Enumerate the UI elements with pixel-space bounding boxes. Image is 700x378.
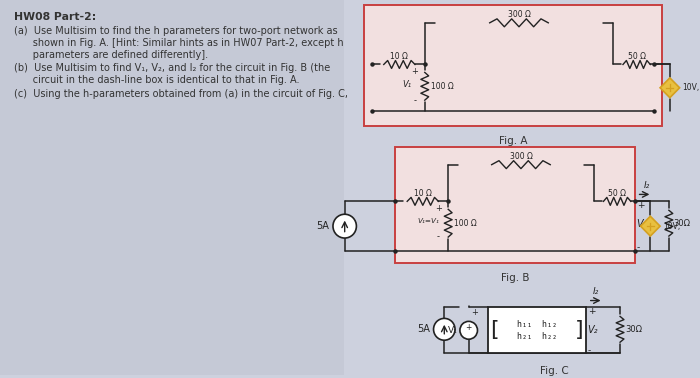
Text: 300 Ω: 300 Ω xyxy=(508,10,531,19)
Text: 5A: 5A xyxy=(316,221,329,231)
Text: 300 Ω: 300 Ω xyxy=(510,152,533,161)
Bar xyxy=(364,5,662,126)
Polygon shape xyxy=(640,216,660,236)
Text: V₁=V₁: V₁=V₁ xyxy=(418,218,440,224)
Text: I₂: I₂ xyxy=(643,181,650,190)
Text: +: + xyxy=(435,204,442,213)
Text: -: - xyxy=(437,232,440,242)
Text: +: + xyxy=(588,307,595,316)
Circle shape xyxy=(460,321,477,339)
Text: 5A: 5A xyxy=(416,324,430,334)
Text: 10V,: 10V, xyxy=(663,222,680,231)
Text: h₁₁  h₁₂: h₁₁ h₁₂ xyxy=(517,320,557,329)
Text: parameters are defined differently].: parameters are defined differently]. xyxy=(14,50,208,60)
Text: (b)  Use Multisim to find V₁, V₂, and I₂ for the circuit in Fig. B (the: (b) Use Multisim to find V₁, V₂, and I₂ … xyxy=(14,64,330,73)
Text: 50 Ω: 50 Ω xyxy=(628,52,645,61)
Text: 10 Ω: 10 Ω xyxy=(391,52,408,61)
Text: 100 Ω: 100 Ω xyxy=(430,82,454,91)
Polygon shape xyxy=(660,78,680,98)
Text: -: - xyxy=(588,345,591,355)
Text: (c)  Using the h-parameters obtained from (a) in the circuit of Fig. C,: (c) Using the h-parameters obtained from… xyxy=(14,89,348,99)
Text: Fig. B: Fig. B xyxy=(500,273,529,283)
Text: 10V,: 10V, xyxy=(682,83,700,92)
Text: V₁: V₁ xyxy=(402,80,412,89)
Text: -: - xyxy=(414,96,416,105)
Text: shown in Fig. A. [Hint: Similar hints as in HW07 Part-2, except h: shown in Fig. A. [Hint: Similar hints as… xyxy=(14,38,343,48)
Text: -: - xyxy=(637,243,640,253)
Text: 50 Ω: 50 Ω xyxy=(608,189,626,198)
Text: (a)  Use Multisim to find the h parameters for two-port network as: (a) Use Multisim to find the h parameter… xyxy=(14,26,337,36)
Bar xyxy=(0,0,344,375)
Text: +: + xyxy=(637,201,644,210)
Text: HW08 Part-2:: HW08 Part-2: xyxy=(14,12,96,22)
Text: Fig. A: Fig. A xyxy=(499,136,527,146)
Text: 100 Ω: 100 Ω xyxy=(454,218,477,228)
Text: I₂: I₂ xyxy=(592,287,598,296)
Text: +: + xyxy=(472,308,479,317)
Text: +: + xyxy=(412,67,419,76)
Text: h₂₁  h₂₂: h₂₁ h₂₂ xyxy=(517,332,557,341)
Circle shape xyxy=(333,214,356,238)
Bar xyxy=(488,307,586,353)
Text: ]: ] xyxy=(575,320,584,340)
Text: V₂: V₂ xyxy=(587,325,597,335)
Text: 10 Ω: 10 Ω xyxy=(414,189,432,198)
Text: circuit in the dash-line box is identical to that in Fig. A.: circuit in the dash-line box is identica… xyxy=(14,75,299,85)
Text: V₁: V₁ xyxy=(448,326,458,335)
Text: [: [ xyxy=(490,320,499,340)
Text: Fig. C: Fig. C xyxy=(540,366,568,376)
Text: 30Ω: 30Ω xyxy=(674,218,691,228)
Text: +: + xyxy=(466,323,472,332)
Text: 30Ω: 30Ω xyxy=(625,325,642,334)
Text: V₂: V₂ xyxy=(637,219,648,229)
Bar xyxy=(395,147,635,263)
Circle shape xyxy=(433,318,455,340)
